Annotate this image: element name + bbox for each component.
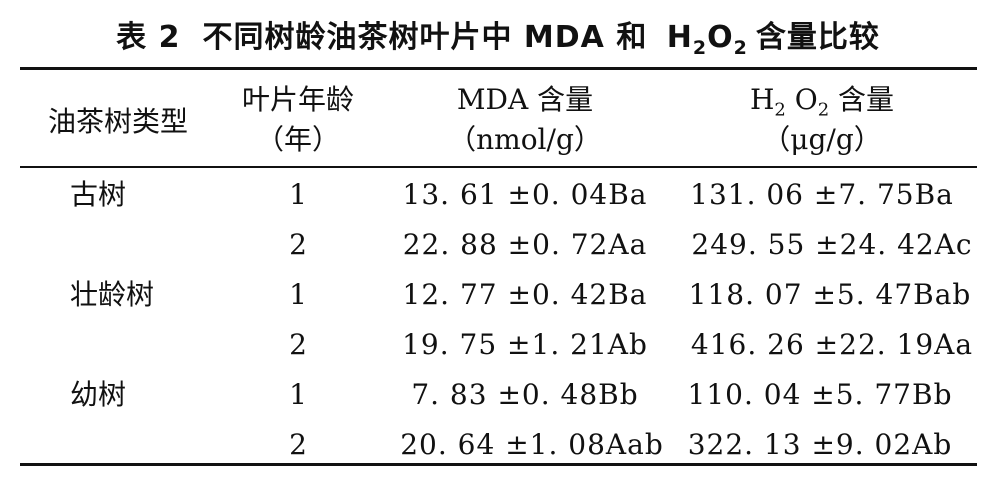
header-h2o2-unit: （μg/g） (762, 123, 882, 156)
cell-leaf-age: 2 (289, 228, 307, 261)
top-rule (20, 67, 977, 70)
cell-leaf-age: 1 (289, 278, 307, 311)
header-tree-type: 油茶树类型 (47, 105, 189, 138)
cell-mda: 7. 83 ±0. 48Bb (411, 378, 639, 411)
cell-leaf-age: 1 (289, 378, 307, 411)
caption-text-after: 含量比较 (755, 20, 880, 55)
header-h2o2: H2 O2 含量 (749, 83, 895, 121)
header-mda-unit: （nmol/g） (448, 123, 602, 156)
cell-leaf-age: 2 (289, 328, 307, 361)
cell-h2o2: 416. 26 ±22. 19Aa (690, 328, 974, 361)
cell-h2o2: 131. 06 ±7. 75Ba (690, 178, 954, 211)
cell-mda: 13. 61 ±0. 04Ba (402, 178, 648, 211)
cell-tree-type: 幼树 (70, 378, 127, 411)
cell-tree-type: 古树 (70, 178, 127, 211)
table-number: 表 2 (116, 20, 181, 55)
cell-tree-type: 壮龄树 (70, 278, 155, 311)
cell-leaf-age: 1 (289, 178, 307, 211)
header-leaf-age-unit: （年） (255, 123, 341, 156)
cell-mda: 19. 75 ±1. 21Ab (402, 328, 648, 361)
caption-text: 不同树龄油茶树叶片中 MDA 和 (202, 20, 648, 55)
cell-h2o2: 110. 04 ±5. 77Bb (687, 378, 953, 411)
table-caption: 表 2 不同树龄油茶树叶片中 MDA 和 H2O2 含量比较 (0, 12, 996, 59)
caption-h2o2: H2O2 (666, 20, 748, 59)
cell-leaf-age: 2 (289, 428, 307, 461)
cell-mda: 22. 88 ±0. 72Aa (402, 228, 648, 261)
cell-h2o2: 118. 07 ±5. 47Bab (688, 278, 972, 311)
header-mda: MDA 含量 (456, 83, 594, 116)
cell-h2o2: 249. 55 ±24. 42Ac (691, 228, 973, 261)
bottom-rule (20, 463, 977, 466)
cell-mda: 12. 77 ±0. 42Ba (402, 278, 648, 311)
cell-mda: 20. 64 ±1. 08Aab (400, 428, 664, 461)
header-leaf-age: 叶片年龄 (241, 83, 355, 116)
cell-h2o2: 322. 13 ±9. 02Ab (687, 428, 953, 461)
header-rule (20, 166, 977, 168)
